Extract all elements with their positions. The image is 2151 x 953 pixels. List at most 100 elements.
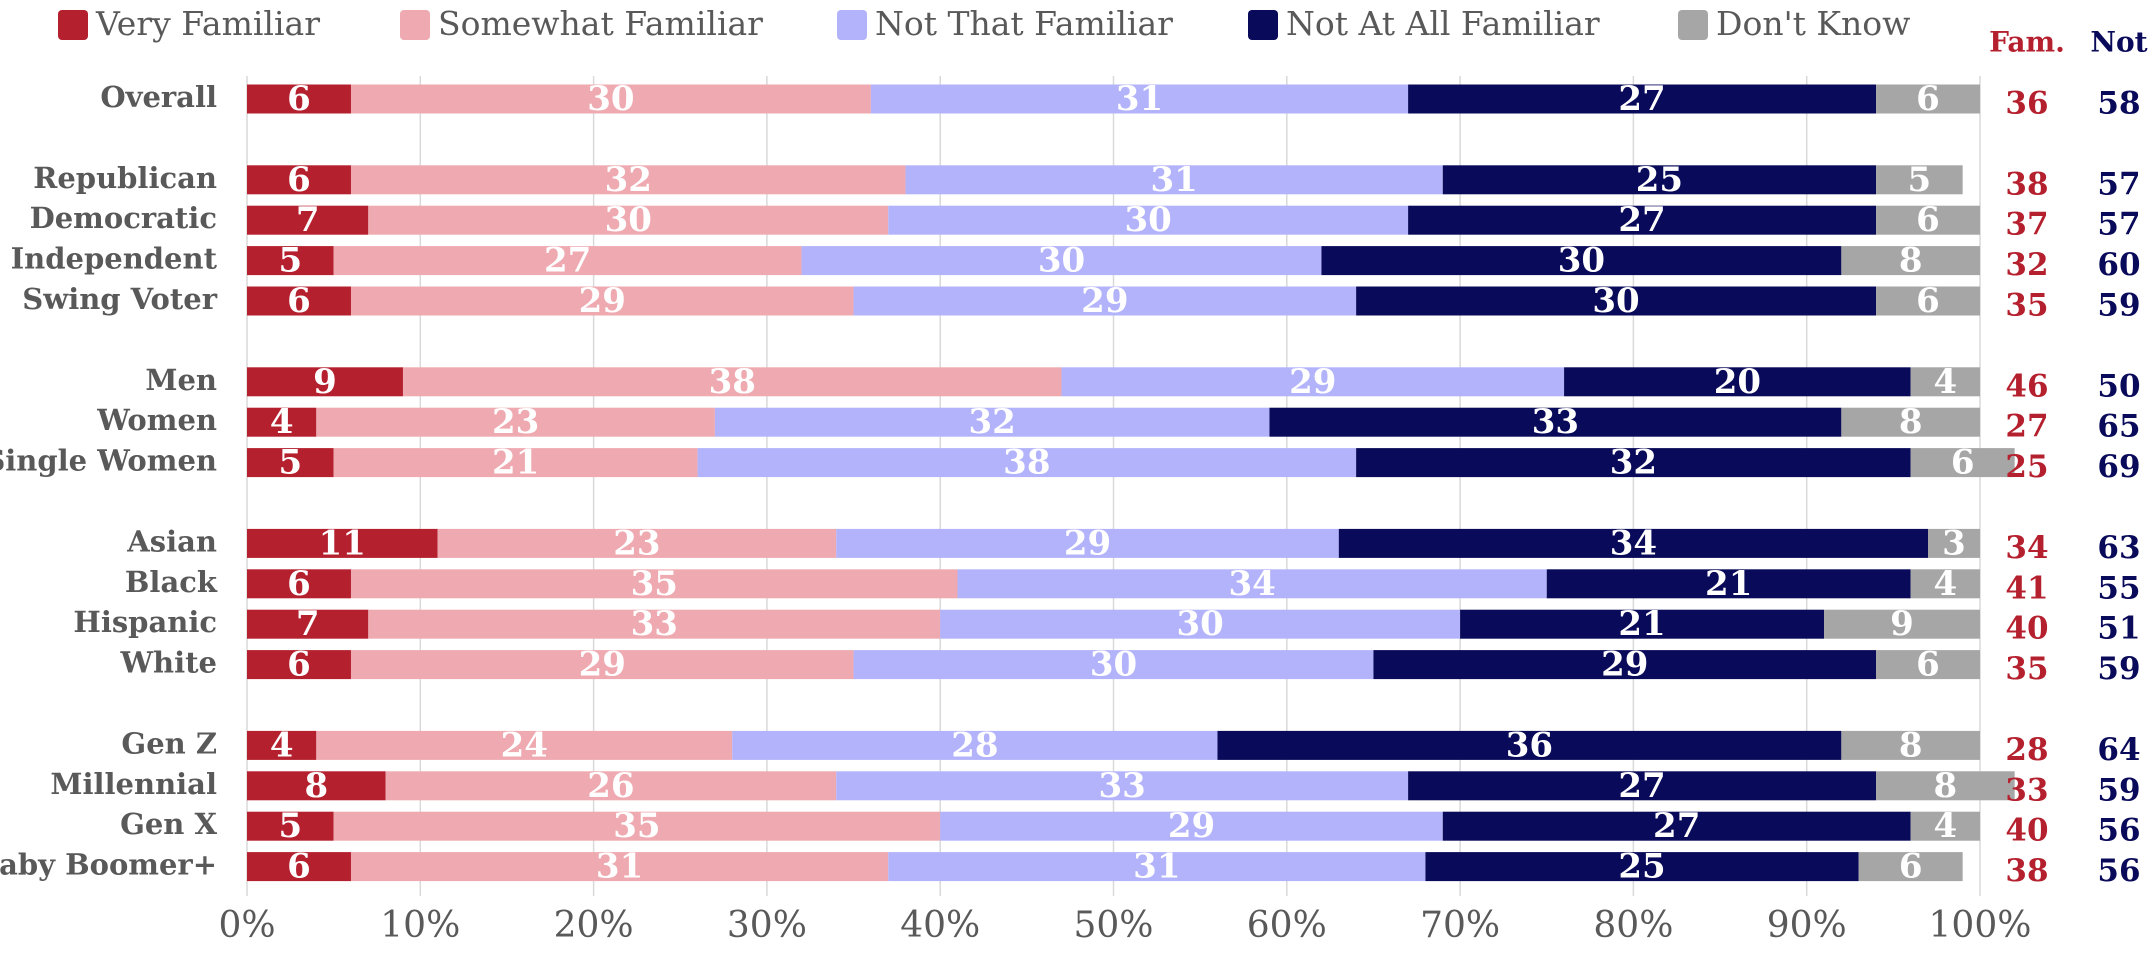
bar-segment	[1408, 205, 1877, 235]
bar-segment	[247, 286, 351, 316]
bar-segment	[350, 852, 889, 882]
bar-segment	[402, 367, 1062, 397]
legend-swatch	[58, 10, 88, 40]
value-label: 25	[1636, 160, 1683, 200]
value-label: 6	[287, 564, 311, 604]
bar-segment	[368, 609, 941, 639]
value-label: 27	[544, 241, 591, 281]
bar-segment	[1373, 650, 1877, 680]
bar-segment	[1338, 528, 1929, 558]
value-label: 28	[951, 725, 998, 765]
value-label: 31	[1116, 79, 1163, 119]
bar-segment	[1356, 448, 1911, 478]
summary-value: 37	[2005, 207, 2048, 243]
summary-value: 64	[2097, 732, 2140, 768]
value-label: 6	[1916, 281, 1940, 321]
value-label: 27	[1618, 79, 1665, 119]
category-label: Gen Z	[121, 726, 217, 760]
value-label: 29	[1289, 362, 1336, 402]
bar-segment	[350, 650, 854, 680]
x-tick-label: 80%	[1593, 905, 1673, 946]
value-label: 7	[296, 200, 320, 240]
summary-value: 34	[2005, 530, 2048, 566]
bar-segment	[1858, 852, 1963, 882]
category-label: Overall	[100, 80, 217, 114]
category-label: Black	[125, 565, 218, 599]
value-label: 27	[1618, 200, 1665, 240]
value-label: 33	[1532, 402, 1579, 442]
value-label: 29	[579, 645, 626, 685]
value-label: 6	[1916, 200, 1940, 240]
summary-value: 51	[2097, 611, 2140, 647]
value-label: 4	[1934, 362, 1958, 402]
bar-segment	[247, 367, 403, 397]
summary-value: 57	[2097, 166, 2140, 202]
value-label: 4	[270, 725, 294, 765]
value-label: 4	[1934, 806, 1958, 846]
bar-segment	[385, 771, 837, 801]
bar-segment	[1269, 407, 1842, 437]
value-label: 29	[1168, 806, 1215, 846]
value-label: 11	[319, 523, 366, 563]
value-label: 23	[613, 523, 660, 563]
value-label: 9	[313, 362, 337, 402]
bar-segment	[870, 84, 1409, 114]
summary-value: 58	[2097, 86, 2140, 122]
value-label: 35	[613, 806, 660, 846]
x-tick-label: 60%	[1247, 905, 1327, 946]
bar-segment	[1876, 165, 1963, 195]
bar-segment	[888, 205, 1409, 235]
value-label: 6	[287, 847, 311, 887]
summary-value: 36	[2005, 86, 2048, 122]
column-header: Not	[2090, 26, 2147, 59]
summary-value: 38	[2005, 166, 2048, 202]
summary-value: 32	[2005, 247, 2048, 283]
bar-segment	[1876, 650, 1980, 680]
value-label: 29	[1601, 645, 1648, 685]
summary-value: 59	[2097, 288, 2140, 324]
value-label: 29	[1081, 281, 1128, 321]
bar-segment	[333, 246, 802, 276]
bar-segment	[247, 205, 369, 235]
bar-segment	[333, 448, 698, 478]
bar-segment	[247, 246, 334, 276]
summary-value: 27	[2005, 409, 2048, 445]
bar-segment	[247, 811, 334, 841]
bar-segment	[247, 730, 317, 760]
bar-segment	[1841, 730, 1980, 760]
bar-segment	[247, 407, 317, 437]
legend-label: Very Familiar	[95, 4, 320, 43]
value-label: 8	[1934, 766, 1958, 806]
summary-value: 59	[2097, 772, 2140, 808]
value-label: 29	[1064, 523, 1111, 563]
bar-segment	[957, 569, 1547, 599]
bar-segment	[247, 609, 369, 639]
value-label: 34	[1610, 523, 1657, 563]
bar-segment	[247, 771, 386, 801]
bar-segment	[905, 165, 1443, 195]
bar-segment	[1910, 811, 1980, 841]
value-label: 5	[278, 241, 302, 281]
bar-segment	[1876, 771, 2015, 801]
bar-segment	[940, 811, 1443, 841]
bar-segment	[1910, 367, 1980, 397]
value-label: 6	[1916, 79, 1940, 119]
category-label: Democratic	[30, 201, 217, 235]
category-label: Women	[96, 403, 217, 437]
bar-segment	[1408, 84, 1877, 114]
value-label: 31	[1133, 847, 1180, 887]
bar-segment	[1876, 286, 1980, 316]
summary-value: 59	[2097, 651, 2140, 687]
value-label: 6	[1916, 645, 1940, 685]
bar-segment	[1910, 448, 2015, 478]
value-label: 30	[605, 200, 652, 240]
value-label: 32	[605, 160, 652, 200]
value-label: 3	[1942, 523, 1966, 563]
x-tick-label: 100%	[1929, 905, 2032, 946]
bar-segment	[1910, 569, 1980, 599]
bar-segment	[1824, 609, 1980, 639]
category-label: Independent	[11, 242, 218, 276]
value-label: 6	[287, 160, 311, 200]
summary-value: 46	[2005, 368, 2048, 404]
summary-value: 69	[2097, 449, 2140, 485]
